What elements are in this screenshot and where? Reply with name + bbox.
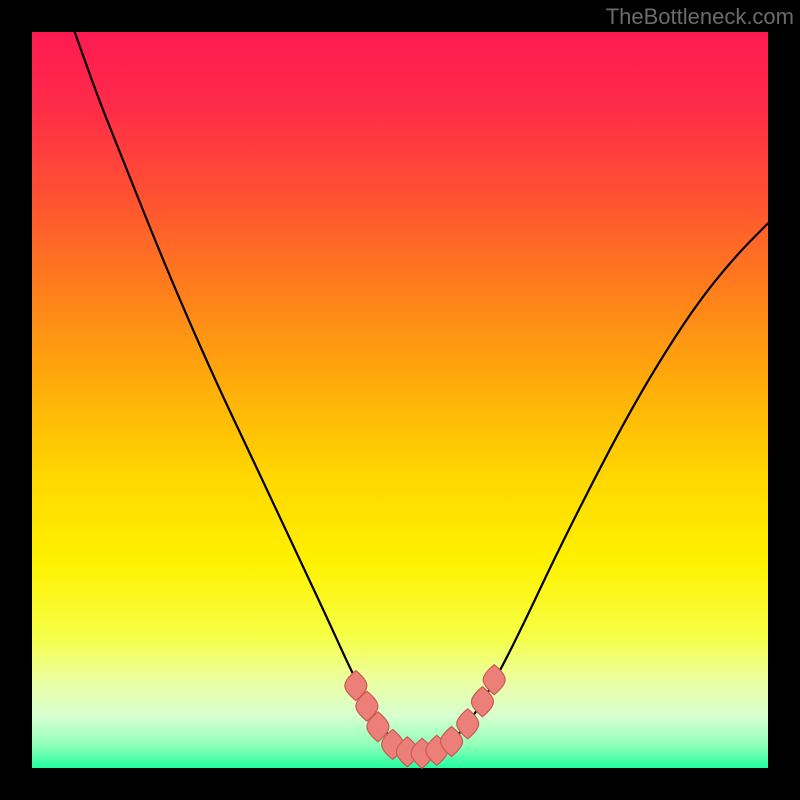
watermark-text: TheBottleneck.com (606, 4, 794, 30)
plot-gradient-area (32, 32, 768, 768)
